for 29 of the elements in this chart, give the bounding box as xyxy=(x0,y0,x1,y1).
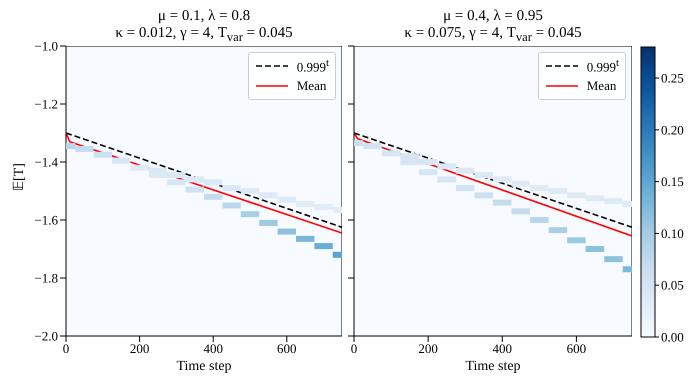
color-bar-label: 0.20 xyxy=(661,122,684,138)
x-tick-label: 0 xyxy=(62,341,70,356)
y-tick-label: −2.0 xyxy=(34,328,58,344)
legend-label: Mean xyxy=(296,78,326,94)
color-bar-label: 0.05 xyxy=(661,278,684,293)
y-tick-label: −1.6 xyxy=(34,212,58,228)
legend-label: 0.999$^{t}$ xyxy=(586,56,619,76)
color-bar-label: 0.00 xyxy=(661,330,684,344)
color-bar-label: 0.15 xyxy=(661,174,684,190)
color-bar-label: 0.25 xyxy=(661,70,684,86)
x-tick-label: 400 xyxy=(203,341,223,356)
y-tick-label: −1.4 xyxy=(34,154,58,170)
y-tick-label: −1.8 xyxy=(34,270,58,286)
x-axis-title: Time step xyxy=(465,359,521,374)
x-tick-label: 0 xyxy=(350,341,358,356)
y-tick-label: −1.0 xyxy=(34,38,58,54)
chart-title: μ = 0.4, λ = 0.95 κ = 0.075, γ = 4, T$_{var}$ = 0.045 xyxy=(403,8,583,46)
chart-title: μ = 0.1, λ = 0.8 κ = 0.012, γ = 4, T$_{var}$ = 0.045 xyxy=(114,8,294,46)
x-tick-label: 600 xyxy=(277,341,297,356)
x-tick-label: 400 xyxy=(492,341,512,356)
color-bar-label: 0.10 xyxy=(661,226,684,241)
x-tick-label: 200 xyxy=(418,341,438,356)
y-axis-title: 𝔼[T] xyxy=(12,163,27,191)
legend-label: Mean xyxy=(586,78,616,94)
x-tick-label: 200 xyxy=(130,341,150,356)
legend-label: 0.999$^{t}$ xyxy=(296,56,329,76)
y-tick-label: −1.2 xyxy=(34,96,58,112)
x-axis-title: Time step xyxy=(176,359,232,374)
x-tick-label: 600 xyxy=(566,341,586,356)
